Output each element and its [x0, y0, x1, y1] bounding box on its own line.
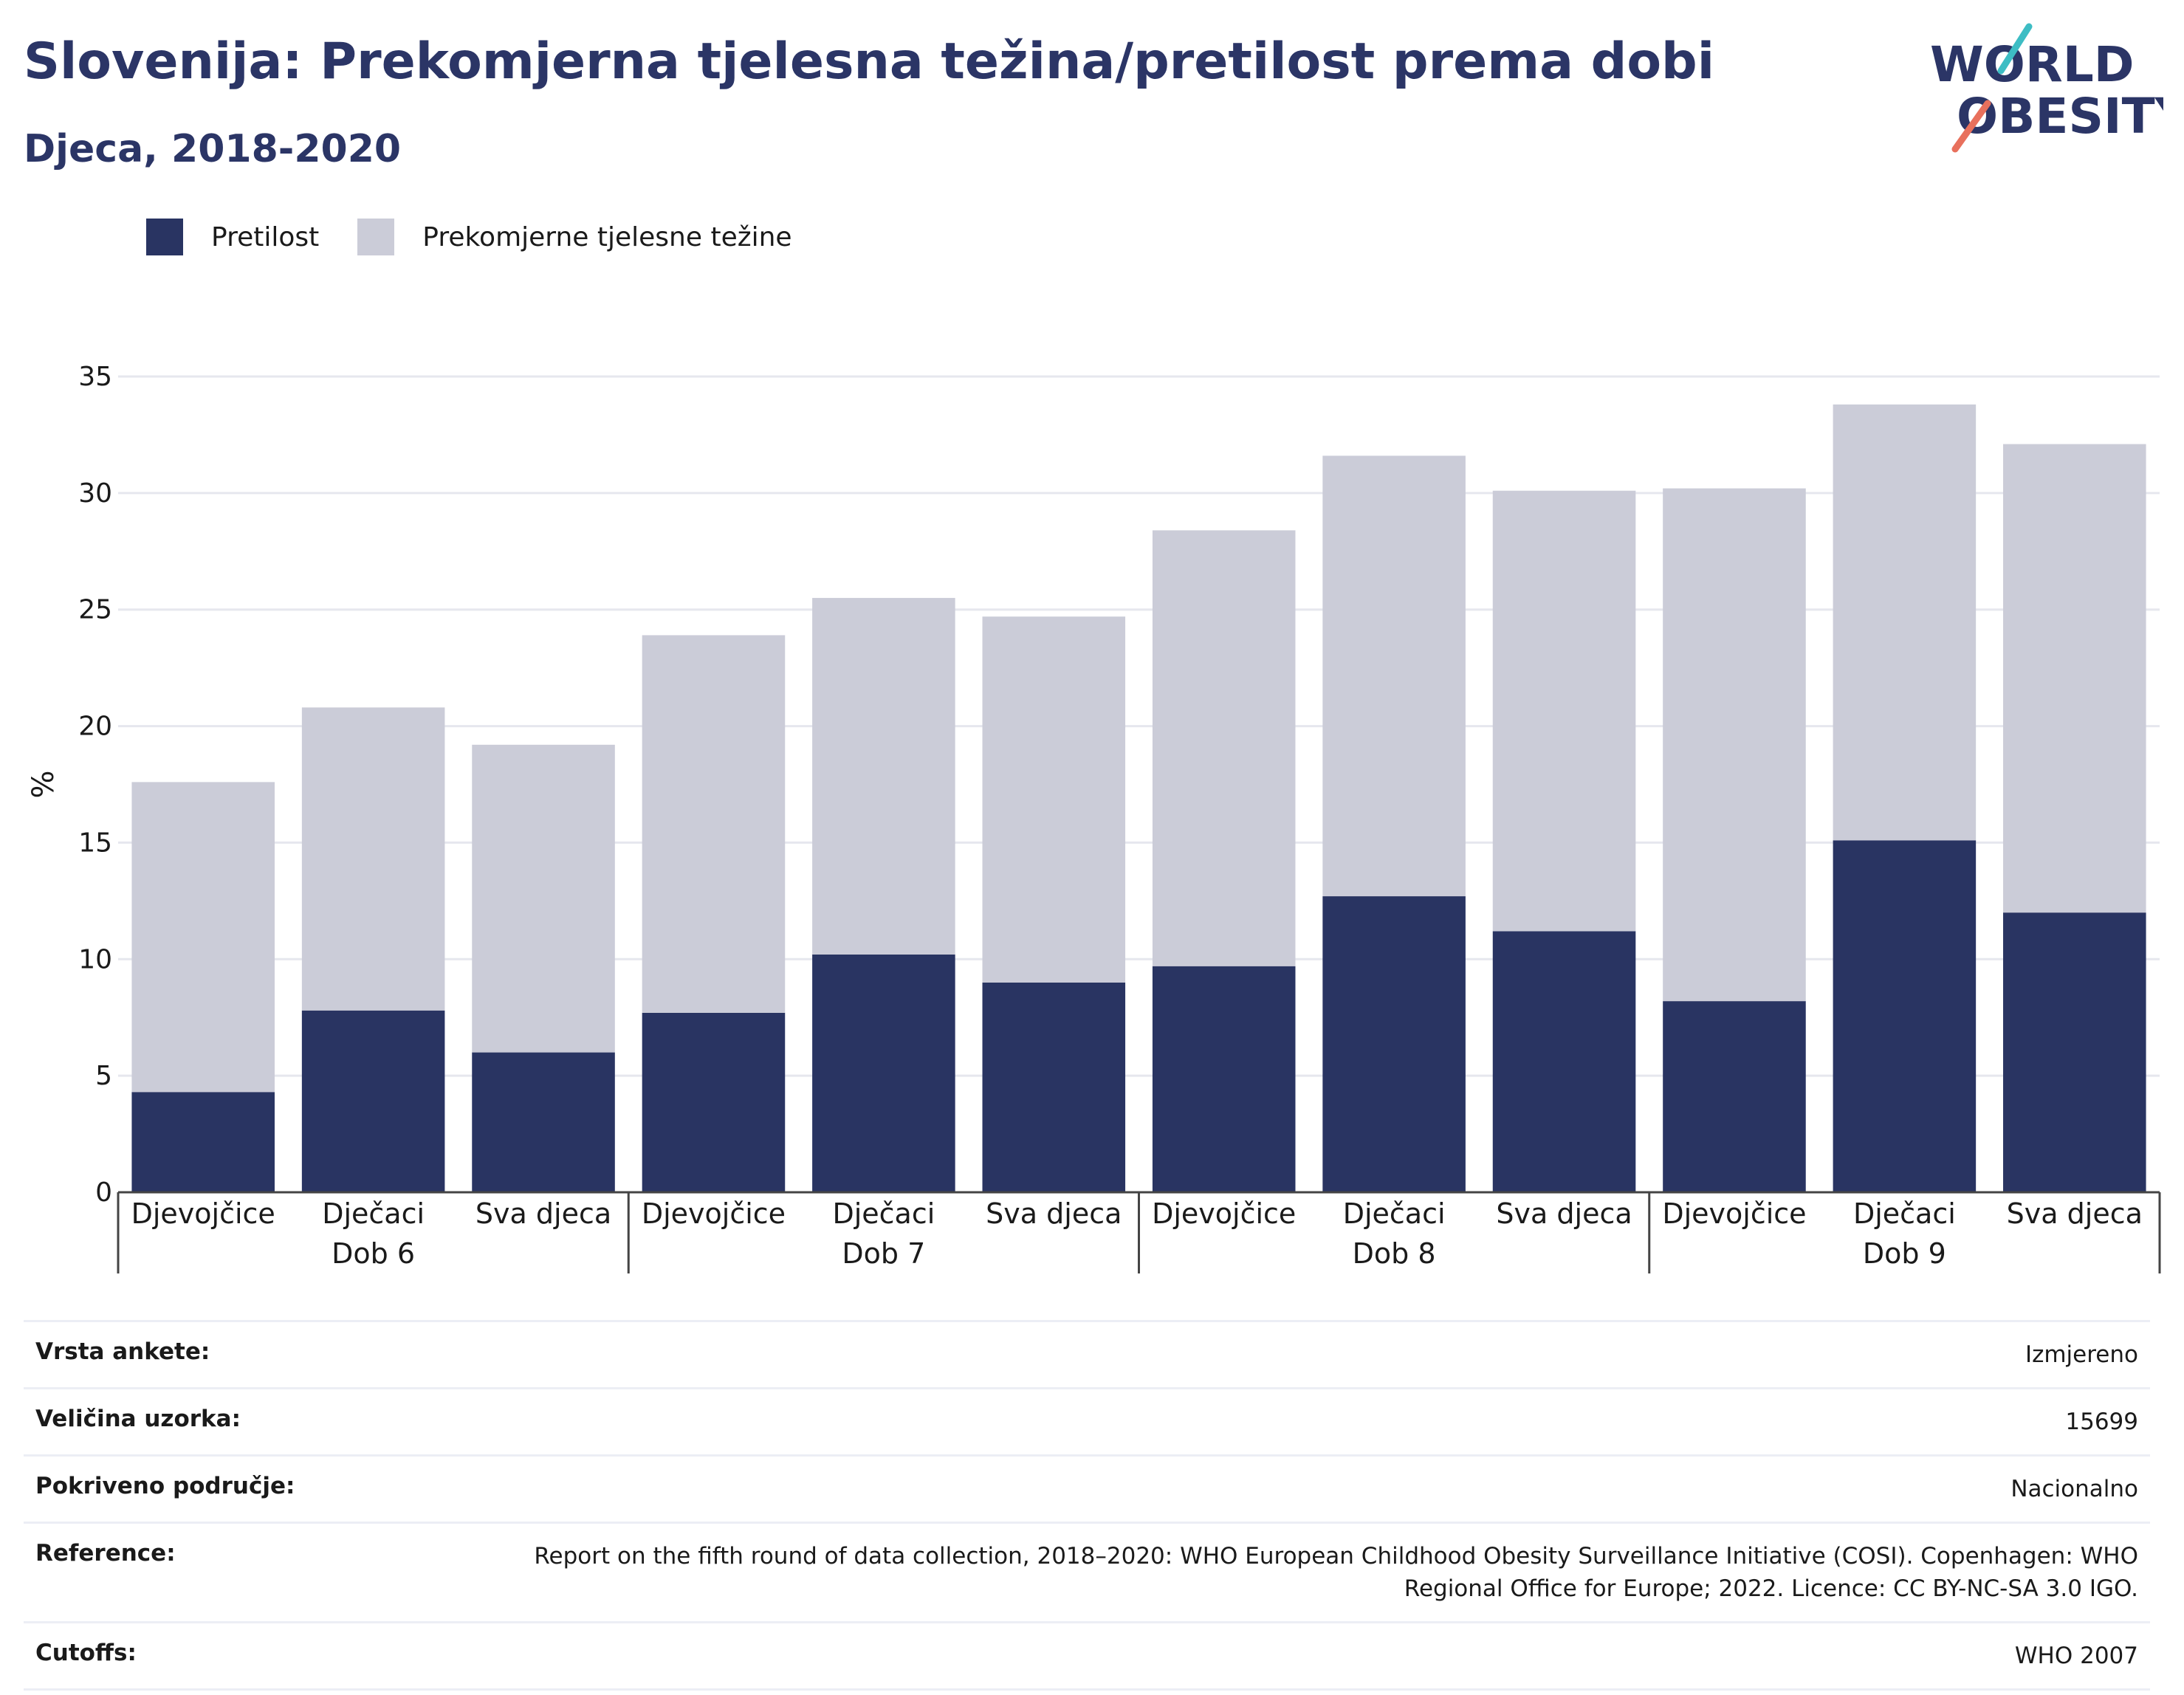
y-tick-label: 15	[78, 828, 112, 858]
bar-overweight	[1663, 488, 1806, 1002]
y-tick-label: 35	[78, 362, 112, 392]
legend-item-obesity[interactable]: Pretilost	[146, 219, 319, 255]
bar-overweight	[982, 616, 1126, 983]
world-obesity-logo: WORLD OBESITY	[1930, 23, 2163, 153]
x-group-label: Dob 9	[1863, 1237, 1946, 1270]
chart-legend: Pretilost Prekomjerne tjelesne težine	[146, 219, 831, 255]
bar-obesity	[301, 1010, 445, 1192]
x-category-label: Sva djeca	[986, 1197, 1122, 1230]
legend-swatch-obesity	[146, 219, 183, 255]
bar-overweight	[2003, 444, 2146, 913]
x-category-label: Djevojčice	[1152, 1197, 1296, 1230]
x-category-label: Djevojčice	[1662, 1197, 1806, 1230]
bar-overweight	[472, 744, 615, 1053]
bar-obesity	[982, 982, 1126, 1192]
info-row-coverage: Pokriveno područje: Nacionalno	[24, 1454, 2150, 1522]
x-category-label: Sva djeca	[1496, 1197, 1632, 1230]
info-label: Cutoffs:	[35, 1640, 137, 1666]
x-category-label: Dječaci	[1343, 1197, 1446, 1230]
info-label: Pokriveno područje:	[35, 1473, 295, 1499]
info-value: Nacionalno	[2010, 1476, 2138, 1502]
bar-overweight	[1322, 455, 1466, 897]
bar-obesity	[1833, 840, 1977, 1192]
bar-obesity	[1152, 966, 1296, 1192]
info-value: Izmjereno	[2025, 1341, 2138, 1368]
x-category-label: Dječaci	[322, 1197, 425, 1230]
logo-slash-teal	[1997, 23, 2033, 75]
legend-item-overweight[interactable]: Prekomjerne tjelesne težine	[357, 219, 792, 255]
info-table: Vrsta ankete: Izmjereno Veličina uzorka:…	[24, 1320, 2150, 1691]
x-category-label: Djevojčice	[642, 1197, 786, 1230]
bar-overweight	[1492, 490, 1636, 932]
bar-obesity	[1322, 896, 1466, 1192]
bar-overweight	[642, 635, 786, 1013]
info-label: Veličina uzorka:	[35, 1406, 241, 1432]
bar-obesity	[642, 1012, 786, 1192]
page-subtitle: Djeca, 2018-2020	[24, 127, 402, 171]
info-row-survey-type: Vrsta ankete: Izmjereno	[24, 1320, 2150, 1387]
x-category-label: Sva djeca	[475, 1197, 611, 1230]
x-category-label: Dječaci	[1853, 1197, 1956, 1230]
bar-obesity	[2003, 912, 2146, 1192]
stacked-bar-chart: 0 5 10 15 20 25 30 35% Djevojčice Dječaci Sva djec…	[27, 362, 2161, 1273]
bar-obesity	[1663, 1001, 1806, 1192]
bar-obesity	[812, 954, 955, 1192]
y-axis-label: %	[27, 770, 61, 798]
x-category-label: Djevojčice	[131, 1197, 275, 1230]
bar-overweight	[1833, 404, 1977, 841]
bar-obesity	[1492, 931, 1636, 1192]
logo-line2: OBESITY	[1957, 88, 2163, 145]
info-label: Reference:	[35, 1540, 176, 1567]
bar-overweight	[131, 782, 275, 1093]
bar-obesity	[131, 1092, 275, 1192]
bar-overweight	[301, 707, 445, 1011]
y-tick-label: 25	[78, 595, 112, 625]
legend-label-overweight: Prekomjerne tjelesne težine	[422, 221, 792, 252]
info-label: Vrsta ankete:	[35, 1338, 210, 1365]
x-category-label: Sva djeca	[2007, 1197, 2143, 1230]
info-value: 15699	[2065, 1409, 2138, 1435]
y-tick-label: 20	[78, 712, 112, 742]
y-tick-label: 30	[78, 478, 112, 509]
x-category-label: Dječaci	[832, 1197, 935, 1230]
x-group-label: Dob 7	[842, 1237, 925, 1270]
logo-slash-coral	[1951, 100, 1991, 153]
bar-overweight	[1152, 530, 1296, 966]
info-row-sample-size: Veličina uzorka: 15699	[24, 1387, 2150, 1454]
legend-label-obesity: Pretilost	[211, 221, 320, 252]
y-tick-label: 10	[78, 944, 112, 974]
x-group-label: Dob 6	[332, 1237, 415, 1270]
y-tick-label: 0	[95, 1177, 112, 1208]
page-title: Slovenija: Prekomjerna tjelesna težina/p…	[24, 32, 1715, 91]
logo-line1: WORLD	[1930, 36, 2135, 93]
info-value: Report on the fifth round of data collec…	[534, 1543, 2138, 1602]
info-row-reference: Reference: Report on the fifth round of …	[24, 1522, 2150, 1621]
info-value: WHO 2007	[2014, 1643, 2138, 1669]
bar-overweight	[812, 597, 955, 955]
x-group-label: Dob 8	[1353, 1237, 1436, 1270]
info-row-cutoffs: Cutoffs: WHO 2007	[24, 1621, 2150, 1691]
y-tick-label: 5	[95, 1061, 112, 1091]
bar-obesity	[472, 1052, 615, 1192]
legend-swatch-overweight	[357, 219, 395, 255]
